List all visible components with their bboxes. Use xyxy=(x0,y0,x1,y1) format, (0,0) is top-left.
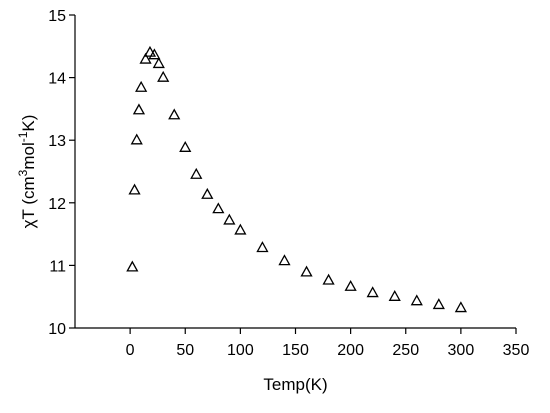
x-tick-label: 300 xyxy=(448,342,475,359)
y-tick-label: 15 xyxy=(48,8,66,25)
data-point xyxy=(130,133,143,145)
x-tick-label: 200 xyxy=(337,342,364,359)
data-point xyxy=(278,254,291,266)
data-point xyxy=(168,108,181,120)
y-tick-label: 10 xyxy=(48,321,66,338)
data-point xyxy=(454,301,467,313)
x-ticks: 0 50 100 150 200 250 300 350 xyxy=(126,328,530,359)
y-axis-title-sup2: -1 xyxy=(16,131,30,142)
data-point xyxy=(432,298,445,310)
y-axis-title-prefix: χT (cm xyxy=(19,176,38,228)
data-point xyxy=(179,140,192,152)
x-tick-label: 100 xyxy=(227,342,254,359)
x-tick-label: 50 xyxy=(176,342,194,359)
y-ticks: 10 11 12 13 14 15 xyxy=(48,8,75,338)
data-point xyxy=(201,187,214,199)
data-points xyxy=(126,45,467,313)
y-tick-label: 14 xyxy=(48,71,66,88)
data-point xyxy=(135,80,148,92)
y-axis-title-sup1: 3 xyxy=(16,169,30,176)
x-tick-label: 250 xyxy=(392,342,419,359)
y-tick-label: 13 xyxy=(48,133,66,150)
y-tick-label: 11 xyxy=(49,258,66,275)
y-axis-title-suffix: K) xyxy=(19,115,38,132)
x-tick-label: 0 xyxy=(126,342,135,359)
data-point xyxy=(256,241,269,253)
data-point xyxy=(148,48,161,60)
data-point xyxy=(410,294,423,306)
x-axis-title: Temp(K) xyxy=(263,375,327,394)
data-point xyxy=(234,223,247,235)
data-point xyxy=(388,289,401,301)
y-tick-label: 12 xyxy=(48,196,66,213)
data-point xyxy=(152,57,165,69)
y-axis-title: χT (cm3mol-1K) xyxy=(16,115,38,229)
data-point xyxy=(139,52,152,64)
data-point xyxy=(322,273,335,285)
data-point xyxy=(128,183,141,195)
data-point xyxy=(212,202,225,214)
data-point xyxy=(223,213,236,225)
data-point xyxy=(143,45,157,57)
y-axis-title-mid: mol xyxy=(19,142,38,169)
x-tick-label: 150 xyxy=(282,342,309,359)
data-point xyxy=(132,103,146,115)
x-tick-label: 350 xyxy=(503,342,530,359)
data-point xyxy=(300,265,313,277)
data-point xyxy=(126,260,139,272)
data-point xyxy=(366,286,379,298)
data-point xyxy=(157,70,170,82)
data-point xyxy=(190,167,203,179)
data-point xyxy=(344,279,357,291)
